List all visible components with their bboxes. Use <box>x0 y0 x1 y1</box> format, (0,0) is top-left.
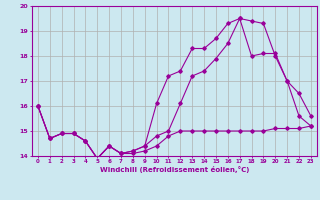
X-axis label: Windchill (Refroidissement éolien,°C): Windchill (Refroidissement éolien,°C) <box>100 166 249 173</box>
